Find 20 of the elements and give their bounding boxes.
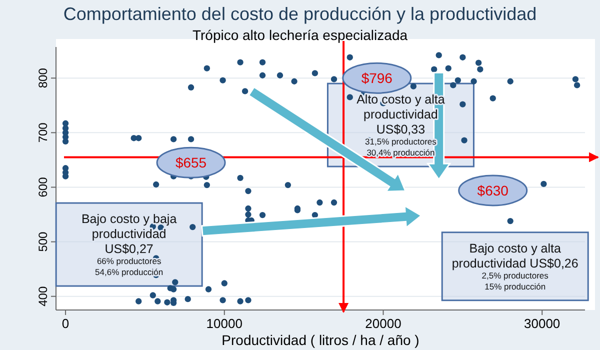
y-tick-label: 700 (36, 122, 50, 143)
annotation: $630 (477, 182, 509, 199)
chart-subtitle: Trópico alto lechería especializada (192, 27, 408, 43)
oval-label: $630 (458, 174, 528, 206)
y-tick-label: 500 (36, 231, 50, 252)
x-tick-label: 0 (62, 316, 70, 331)
y-tick-label: 600 (36, 176, 50, 198)
x-axis-title: Productividad ( litros / ha / año ) (222, 332, 420, 348)
annotation: Bajo costo y baja productividad US$0,27 66% productores 54,6% producción (81, 212, 177, 278)
x-tick-label: 30000 (524, 316, 560, 331)
annotation: $655 (175, 154, 207, 171)
oval-label: $796 (342, 62, 412, 94)
y-tick-label: 800 (36, 68, 50, 88)
x-tick-label: 10000 (206, 316, 242, 331)
annotation: $796 (361, 70, 393, 86)
chart-title: Comportamiento del costo de producción y la productividad (63, 4, 537, 24)
y-tick-label: 400 (36, 286, 50, 306)
oval-label: $655 (156, 146, 226, 178)
annotation: Bajo costo y alta productividad US$0,26 2,5% productores 15% producción (452, 241, 578, 292)
x-tick-label: 20000 (365, 316, 402, 331)
